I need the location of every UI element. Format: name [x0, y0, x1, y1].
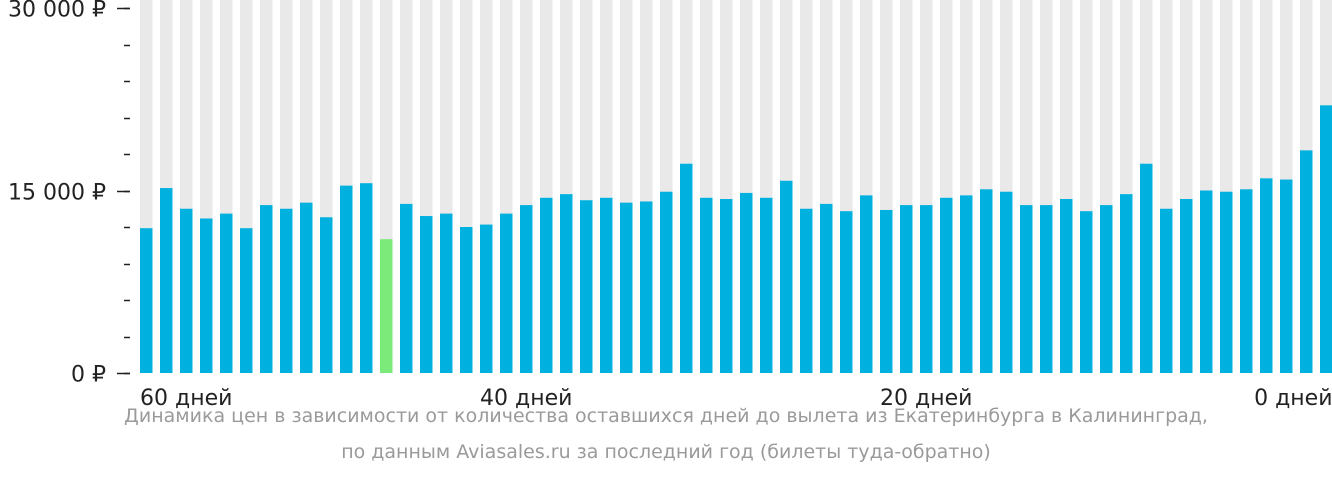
bar	[520, 205, 533, 373]
bar	[1320, 105, 1332, 373]
bar	[1220, 191, 1233, 373]
bar	[500, 213, 513, 373]
bar	[160, 188, 173, 373]
bar	[600, 197, 613, 373]
bar	[240, 228, 253, 373]
bar	[820, 203, 833, 373]
bar	[580, 200, 593, 373]
bar	[260, 205, 273, 373]
bar	[340, 185, 353, 373]
y-tick-label: 30 000 ₽	[8, 0, 106, 23]
x-tick-label: 20 дней	[880, 386, 972, 411]
bar	[620, 202, 633, 373]
bar	[280, 208, 293, 373]
bar	[1100, 205, 1113, 373]
bar	[1260, 178, 1273, 373]
bar	[1020, 205, 1033, 373]
bar	[1240, 189, 1253, 373]
x-axis: 60 дней 40 дней 20 дней 0 дней	[140, 386, 1332, 411]
bar	[980, 189, 993, 373]
bar	[560, 194, 573, 373]
bar	[1000, 191, 1013, 373]
bar-group	[140, 105, 1332, 373]
bar-track-group	[140, 0, 1332, 373]
bar	[220, 213, 233, 373]
bar	[440, 213, 453, 373]
bar	[1300, 150, 1313, 373]
bar	[1140, 163, 1153, 373]
bar	[1080, 211, 1093, 373]
bar	[420, 216, 433, 373]
bar	[940, 197, 953, 373]
bar	[200, 218, 213, 373]
x-tick-label: 40 дней	[480, 386, 572, 411]
bar	[700, 197, 713, 373]
bar	[660, 191, 673, 373]
bar	[180, 208, 193, 373]
bar	[1040, 205, 1053, 373]
x-tick-label: 0 дней	[1254, 386, 1332, 411]
y-tick-label: 15 000 ₽	[8, 181, 106, 206]
bar	[1180, 199, 1193, 373]
bar	[140, 228, 153, 373]
bar-lowest-price	[380, 239, 393, 373]
bar	[740, 192, 753, 373]
bar	[880, 209, 893, 373]
bar	[320, 217, 333, 373]
bar	[1200, 190, 1213, 373]
bar	[720, 199, 733, 373]
bar	[480, 224, 493, 373]
bar	[1120, 194, 1133, 373]
bar	[900, 205, 913, 373]
bar	[400, 203, 413, 373]
bar	[920, 205, 933, 373]
chart-caption-line-1: Динамика цен в зависимости от количества…	[124, 405, 1208, 427]
x-tick-label: 60 дней	[140, 386, 232, 411]
bar	[1060, 199, 1073, 373]
bar	[800, 208, 813, 373]
bar	[460, 227, 473, 373]
bar	[780, 180, 793, 373]
bar	[840, 211, 853, 373]
bar	[960, 195, 973, 373]
bar	[760, 197, 773, 373]
bar	[640, 201, 653, 373]
chart-caption-line-2: по данным Aviasales.ru за последний год …	[341, 441, 991, 463]
bar	[540, 197, 553, 373]
price-dynamics-chart: 30 000 ₽ 15 000 ₽ 0 ₽ 60 дней 40 дней 20 дне…	[8, 0, 1332, 411]
y-axis: 30 000 ₽ 15 000 ₽ 0 ₽	[8, 0, 130, 388]
bar	[860, 195, 873, 373]
y-tick-label: 0 ₽	[71, 363, 106, 388]
bar	[680, 163, 693, 373]
bar	[1160, 208, 1173, 373]
bar	[300, 202, 313, 373]
bar	[360, 183, 373, 373]
bar	[1280, 179, 1293, 373]
